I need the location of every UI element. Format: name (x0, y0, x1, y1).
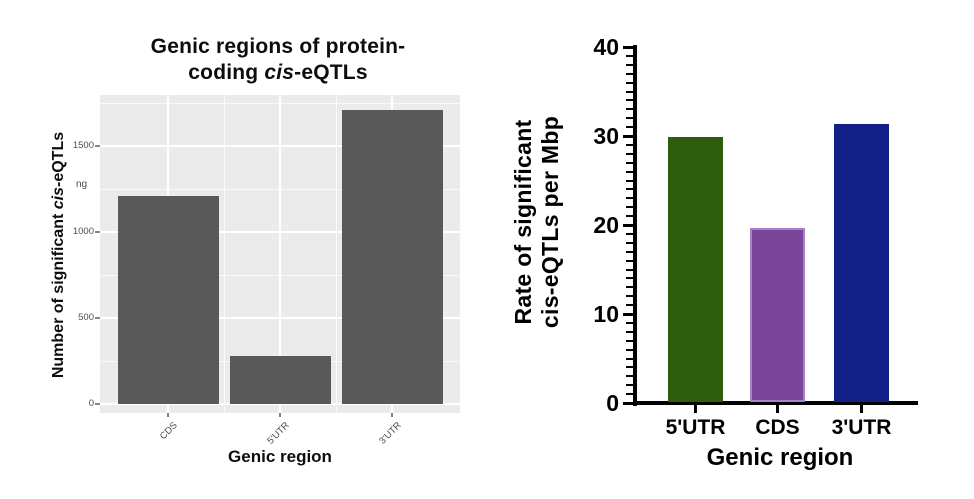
right-y-major-tick (623, 312, 633, 316)
right-y-minor-tick (626, 152, 633, 155)
right-y-major-tick (623, 401, 633, 405)
right-y-minor-tick (626, 161, 633, 164)
stray-text-fragment: ng (76, 179, 88, 190)
left-y-tick (95, 403, 100, 405)
right-y-minor-tick (626, 384, 633, 387)
right-y-minor-tick (626, 366, 633, 369)
right-y-minor-tick (626, 206, 633, 209)
right-y-tick-label: 0 (606, 390, 619, 416)
right-y-major-tick (623, 134, 633, 138)
right-y-minor-tick (626, 295, 633, 298)
right-y-major-tick (623, 223, 633, 227)
right-y-minor-tick (626, 81, 633, 84)
right-y-minor-tick (626, 339, 633, 342)
left-bar-2 (341, 110, 443, 404)
right-x-axis-title: Genic region (706, 444, 854, 471)
right-y-minor-tick (626, 268, 633, 271)
right-x-tick (776, 405, 779, 413)
right-y-tick-label: 40 (593, 34, 619, 60)
right-y-minor-tick (626, 304, 633, 307)
right-y-minor-tick (626, 72, 633, 75)
left-grid-major-v (279, 95, 281, 413)
right-y-minor-tick (626, 63, 633, 66)
right-y-minor-tick (626, 54, 633, 57)
right-y-tick-label: 10 (593, 301, 619, 327)
right-x-axis (633, 401, 918, 405)
right-bar-2 (834, 124, 889, 402)
left-chart-title-line2-post: -eQTLs (294, 61, 368, 84)
left-x-tick (391, 413, 393, 417)
right-y-axis-title-line1: Rate of significant (510, 119, 536, 325)
right-y-minor-tick (626, 357, 633, 360)
right-y-minor-tick (626, 117, 633, 120)
right-y-minor-tick (626, 179, 633, 182)
left-y-tick (95, 231, 100, 233)
right-y-tick-label: 20 (593, 212, 619, 238)
right-y-minor-tick (626, 215, 633, 218)
right-y-minor-tick (626, 108, 633, 111)
right-y-minor-tick (626, 241, 633, 244)
right-y-minor-tick (626, 232, 633, 235)
right-bar-1 (750, 228, 805, 402)
right-y-axis-title: Rate of significant cis-eQTLs per Mbp (510, 116, 564, 328)
left-y-axis-title-cis-italic: cis (50, 186, 67, 210)
right-y-minor-tick (626, 250, 633, 253)
left-x-axis-title: Genic region (228, 447, 332, 466)
right-y-minor-tick (626, 143, 633, 146)
right-y-minor-tick (626, 126, 633, 129)
left-x-tick-label: CDS (157, 420, 180, 442)
right-bar-0 (668, 137, 723, 402)
left-grid-minor-v (224, 95, 225, 413)
right-y-minor-tick (626, 286, 633, 289)
right-x-tick (860, 405, 863, 413)
right-y-major-tick (623, 45, 633, 49)
right-y-minor-tick (626, 259, 633, 262)
left-x-tick-label: 3'UTR (377, 420, 404, 447)
right-y-minor-tick (626, 99, 633, 102)
left-bar-0 (117, 196, 219, 404)
right-y-minor-tick (626, 330, 633, 333)
right-y-minor-tick (626, 375, 633, 378)
left-grid-minor-v (336, 95, 337, 413)
left-chart-title-line2-pre: coding (188, 61, 265, 84)
left-x-tick (167, 413, 169, 417)
right-y-minor-tick (626, 90, 633, 93)
left-y-tick (95, 317, 100, 319)
left-bar-1 (229, 356, 331, 404)
right-y-minor-tick (626, 348, 633, 351)
right-y-axis-title-line2: cis-eQTLs per Mbp (537, 115, 563, 329)
right-y-minor-tick (626, 321, 633, 324)
left-chart-title: Genic regions of protein- coding cis-eQT… (88, 34, 468, 86)
left-y-tick-label: 500 (78, 312, 94, 323)
right-x-tick-label: 5'UTR (665, 416, 726, 439)
right-x-tick-label: 3'UTR (831, 416, 892, 439)
left-chart-title-line1: Genic regions of protein- (150, 35, 406, 58)
right-y-minor-tick (626, 277, 633, 280)
left-y-tick (95, 145, 100, 147)
right-y-minor-tick (626, 188, 633, 191)
right-y-axis (633, 45, 637, 406)
right-x-tick (694, 405, 697, 413)
left-y-tick-label: 0 (88, 398, 94, 409)
right-x-tick-label: CDS (755, 416, 800, 439)
left-y-tick-label: 1500 (72, 140, 94, 151)
right-y-minor-tick (626, 197, 633, 200)
left-x-tick-label: 5'UTR (265, 420, 292, 447)
right-y-minor-tick (626, 170, 633, 173)
left-chart-title-cis-italic: cis (264, 61, 295, 84)
left-x-tick (279, 413, 281, 417)
left-y-tick-label: 1000 (72, 226, 94, 237)
right-y-minor-tick (626, 393, 633, 396)
left-y-axis-title: Number of significant cis-eQTLs (50, 132, 68, 378)
right-y-tick-label: 30 (593, 123, 619, 149)
